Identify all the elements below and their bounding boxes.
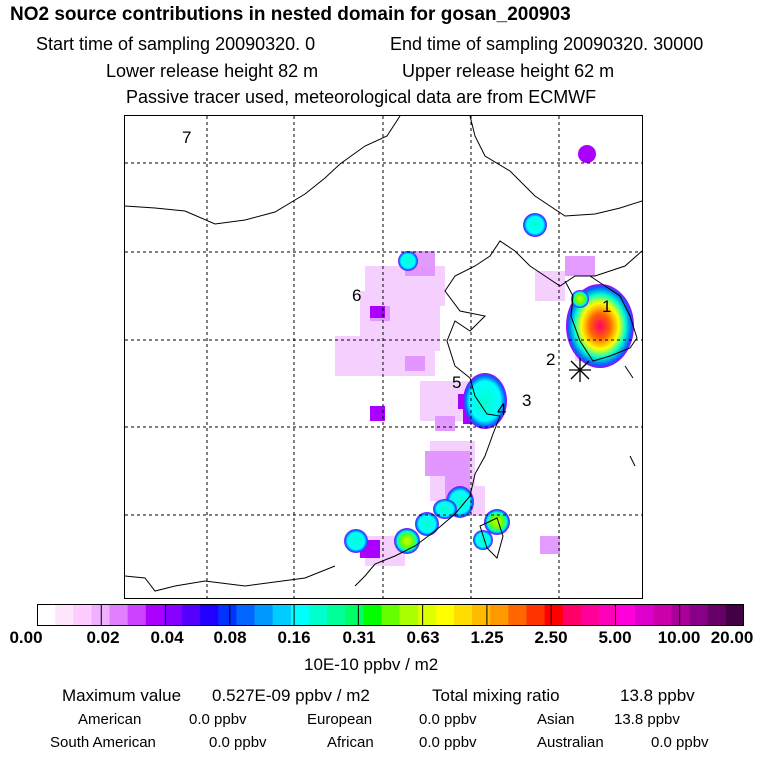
tick-label: 0.63 (406, 628, 440, 647)
tick-label: 2.50 (534, 628, 568, 647)
tick-label: 1.25 (470, 628, 504, 647)
region-name: South American (50, 734, 156, 751)
region-value: 0.0 ppbv (419, 711, 477, 728)
tick-label: 0.16 (277, 628, 311, 647)
colorbar-unit: 10E-10 ppbv / m2 (304, 655, 439, 674)
blob-guangdong-east (415, 512, 439, 536)
colorbar-swatch (580, 604, 600, 626)
colorbar-swatch (127, 604, 147, 626)
blob-seoul (571, 290, 589, 308)
tick-label: 0.02 (86, 628, 120, 647)
color-scale-bar (37, 604, 744, 626)
total-mixing-value: 13.8 ppbv (620, 686, 695, 705)
upper-release-height: Upper release height 62 m (402, 61, 615, 81)
colorbar-swatch (671, 604, 691, 626)
colorbar-swatch (508, 604, 527, 626)
colorbar-swatch (453, 604, 473, 626)
tracer-note: Passive tracer used, meteorological data… (126, 87, 597, 107)
colorbar-swatch (182, 604, 201, 626)
colorbar-swatch (381, 604, 401, 626)
colorbar-swatch (617, 604, 636, 626)
colorbar-swatch (399, 604, 419, 626)
colorbar-swatch (163, 604, 183, 626)
colorbar-swatch (363, 604, 382, 626)
end-time: End time of sampling 20090320. 30000 (390, 34, 704, 54)
colorbar-border (37, 604, 744, 626)
region-name: American (78, 711, 142, 728)
region-label-6: 6 (352, 286, 361, 305)
colorbar-swatch (562, 604, 582, 626)
colorbar-swatch (290, 604, 310, 626)
colorbar-swatch (689, 604, 709, 626)
region-name: African (327, 734, 374, 751)
blob-south-china (344, 529, 368, 553)
colorbar-swatch (526, 604, 546, 626)
region-value: 13.8 ppbv (614, 711, 680, 728)
colorbar-swatch (327, 604, 346, 626)
total-mixing-label: Total mixing ratio (432, 686, 560, 705)
max-value-label: Maximum value (62, 686, 182, 705)
tick-label: 0.31 (342, 628, 376, 647)
blob-north-china (398, 251, 418, 271)
region-value: 0.0 ppbv (209, 734, 267, 751)
tick-label: 0.08 (213, 628, 247, 647)
coastlines (125, 116, 642, 592)
colorbar-swatch (109, 604, 129, 626)
blob-northeast (523, 213, 547, 237)
blob-taiwan (473, 530, 493, 550)
region-name: European (307, 711, 373, 728)
grid-lines (125, 116, 642, 598)
tick-label: 0.00 (9, 628, 43, 647)
colorbar-swatch (544, 604, 564, 626)
colorbar-swatch (218, 604, 237, 626)
region-value: 0.0 ppbv (419, 734, 477, 751)
concentration-map: 1 2 3 4 5 6 7 (125, 116, 642, 598)
colorbar-swatch (490, 604, 509, 626)
region-name: Asian (537, 711, 575, 728)
max-value: 0.527E-09 ppbv / m2 (212, 686, 370, 705)
region-name: Australian (537, 734, 604, 751)
blob-far-northeast (578, 145, 596, 163)
region-label-5: 5 (452, 373, 461, 392)
tick-label: 0.04 (150, 628, 184, 647)
colorbar-swatch (308, 604, 328, 626)
colorbar-swatch (73, 604, 92, 626)
tick-label: 20.00 (710, 628, 754, 647)
colorbar-swatch (472, 604, 491, 626)
region-label-2: 2 (546, 350, 555, 369)
region-label-7: 7 (182, 128, 191, 147)
region-label-3: 3 (522, 391, 531, 410)
receptor-asterisk-marker (569, 358, 591, 382)
tick-label: 10.00 (657, 628, 701, 647)
colorbar-swatch (345, 604, 364, 626)
colorbar-swatch (635, 604, 654, 626)
colorbar-swatch (725, 604, 744, 626)
colorbar-swatch (707, 604, 727, 626)
colorbar-swatch (91, 604, 111, 626)
colorbar-swatch (200, 604, 219, 626)
colorbar-swatch (417, 604, 437, 626)
colorbar-swatch (236, 604, 256, 626)
colorbar-swatch (435, 604, 455, 626)
blob-fujian-2 (433, 499, 457, 519)
region-label-1: 1 (602, 297, 611, 316)
colorbar-swatch (37, 604, 56, 626)
colorbar-swatch (272, 604, 292, 626)
start-time: Start time of sampling 20090320. 0 (36, 34, 316, 54)
colorbar-swatch (254, 604, 274, 626)
colorbar-swatch (598, 604, 618, 626)
blob-guangzhou (394, 528, 420, 554)
colorbar-swatch (55, 604, 74, 626)
tick-label: 5.00 (598, 628, 632, 647)
colorbar-swatch (145, 604, 165, 626)
chart-title: NO2 source contributions in nested domai… (10, 4, 571, 25)
region-label-4: 4 (497, 400, 506, 419)
region-value: 0.0 ppbv (651, 734, 709, 751)
region-value: 0.0 ppbv (189, 711, 247, 728)
colorbar-swatch (653, 604, 672, 626)
map-panel: 1 2 3 4 5 6 7 (124, 115, 643, 599)
lower-release-height: Lower release height 82 m (106, 61, 319, 81)
